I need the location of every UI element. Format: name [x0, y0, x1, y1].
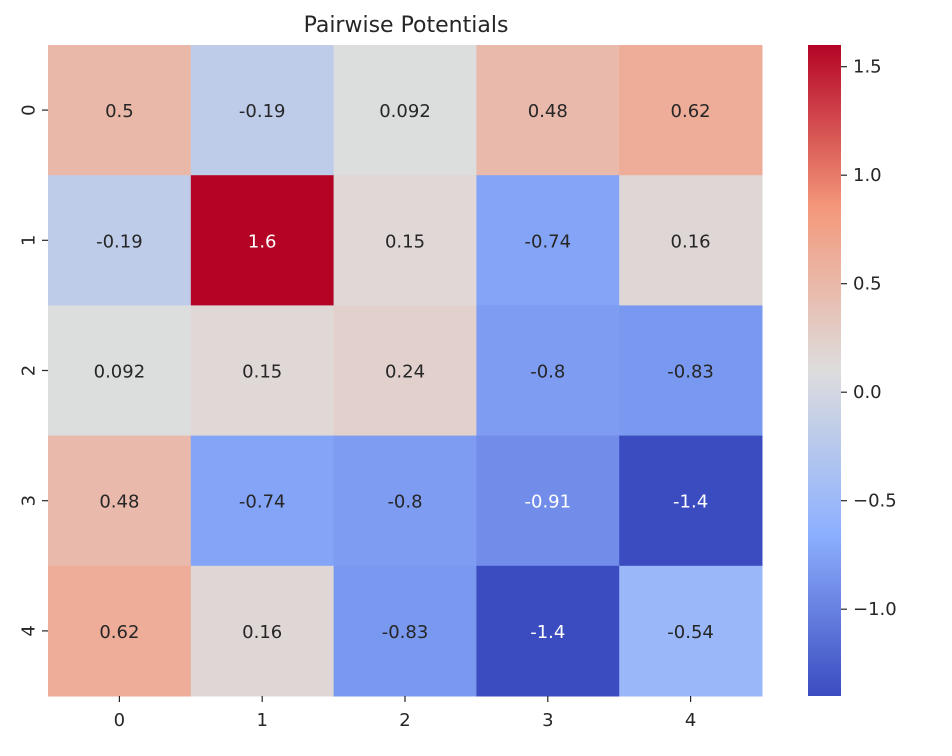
colorbar-tick-label: 1.5: [853, 57, 882, 78]
cell-value-label: 0.15: [385, 231, 425, 252]
heatmap-cell: [48, 175, 192, 306]
x-tick-label: 3: [542, 710, 553, 731]
heatmap-cell: [619, 435, 763, 567]
y-tick-label: 2: [18, 365, 39, 376]
cell-value-label: 0.092: [379, 101, 431, 122]
cell-value-label: -0.8: [530, 362, 565, 383]
heatmap-cell: [190, 175, 335, 306]
cell-value-label: -0.83: [382, 622, 429, 643]
y-tick-label: 4: [18, 625, 39, 636]
cell-value-label: -0.19: [96, 231, 143, 252]
heatmap-cell: [48, 45, 192, 176]
heatmap-cell: [476, 565, 620, 697]
x-axis: 0 1 2 3 4: [114, 696, 696, 731]
heatmap-cell: [619, 45, 763, 176]
x-tick-label: 1: [256, 710, 267, 731]
heatmap-cell: [619, 175, 763, 306]
y-tick-label: 1: [18, 235, 39, 246]
heatmap-cell: [190, 305, 335, 437]
cell-value-label: 0.24: [385, 362, 425, 383]
colorbar: 1.5 1.0 0.5 0.0 −0.5 −1.0: [808, 45, 897, 696]
heatmap-cell: [48, 435, 192, 567]
cell-value-label: 0.16: [671, 231, 711, 252]
heatmap-cell: [333, 175, 477, 306]
heatmap-cell: [190, 45, 335, 176]
cell-value-label: -0.91: [525, 492, 572, 513]
cell-value-label: 0.48: [99, 492, 139, 513]
cell-value-label: -0.8: [387, 492, 422, 513]
x-tick-label: 2: [399, 710, 410, 731]
colorbar-gradient: [808, 45, 841, 696]
y-tick-label: 3: [18, 495, 39, 506]
colorbar-tick-label: 1.0: [853, 165, 882, 186]
y-tick-label: 0: [18, 104, 39, 115]
heatmap-cell: [476, 435, 620, 567]
cell-value-label: -0.19: [239, 101, 286, 122]
colorbar-tick-label: 0.5: [853, 274, 882, 295]
cell-annotations: 0.5 -0.19 0.092 0.48 0.62 -0.19 1.6 0.15 -0.74 0.…: [94, 101, 714, 643]
cell-value-label: 0.62: [99, 622, 139, 643]
heatmap-cell: [333, 45, 477, 176]
cell-value-label: -0.74: [525, 231, 572, 252]
colorbar-tick-label: −1.0: [853, 599, 897, 620]
heatmap-cell: [48, 305, 192, 437]
heatmap-cell: [190, 435, 335, 567]
x-tick-label: 0: [114, 710, 125, 731]
cell-value-label: 0.16: [242, 622, 282, 643]
heatmap-cell: [48, 565, 192, 697]
chart-title: Pairwise Potentials: [304, 13, 509, 38]
y-axis: 0 1 2 3 4: [18, 104, 48, 637]
cell-value-label: 0.5: [105, 101, 134, 122]
colorbar-tick-label: −0.5: [853, 491, 897, 512]
cell-value-label: 0.62: [671, 101, 711, 122]
cell-value-label: 1.6: [248, 231, 277, 252]
cell-value-label: -1.4: [673, 492, 708, 513]
heatmap-cell: [476, 45, 620, 176]
heatmap-cell: [333, 435, 477, 567]
cell-value-label: -1.4: [530, 622, 565, 643]
colorbar-tick-label: 0.0: [853, 382, 882, 403]
cell-value-label: -0.74: [239, 492, 286, 513]
heatmap-cell: [619, 565, 763, 697]
cell-value-label: 0.48: [528, 101, 568, 122]
heatmap-cell: [476, 175, 620, 306]
heatmap-cell: [190, 565, 335, 697]
cell-value-label: -0.54: [667, 622, 714, 643]
cell-value-label: 0.15: [242, 362, 282, 383]
x-tick-label: 4: [685, 710, 696, 731]
heatmap-cell: [333, 305, 477, 437]
heatmap-cell: [476, 305, 620, 437]
cell-value-label: -0.83: [667, 362, 714, 383]
cell-value-label: 0.092: [94, 362, 146, 383]
heatmap-cell: [619, 305, 763, 437]
heatmap-cells: [48, 45, 763, 697]
heatmap-cell: [333, 565, 477, 697]
